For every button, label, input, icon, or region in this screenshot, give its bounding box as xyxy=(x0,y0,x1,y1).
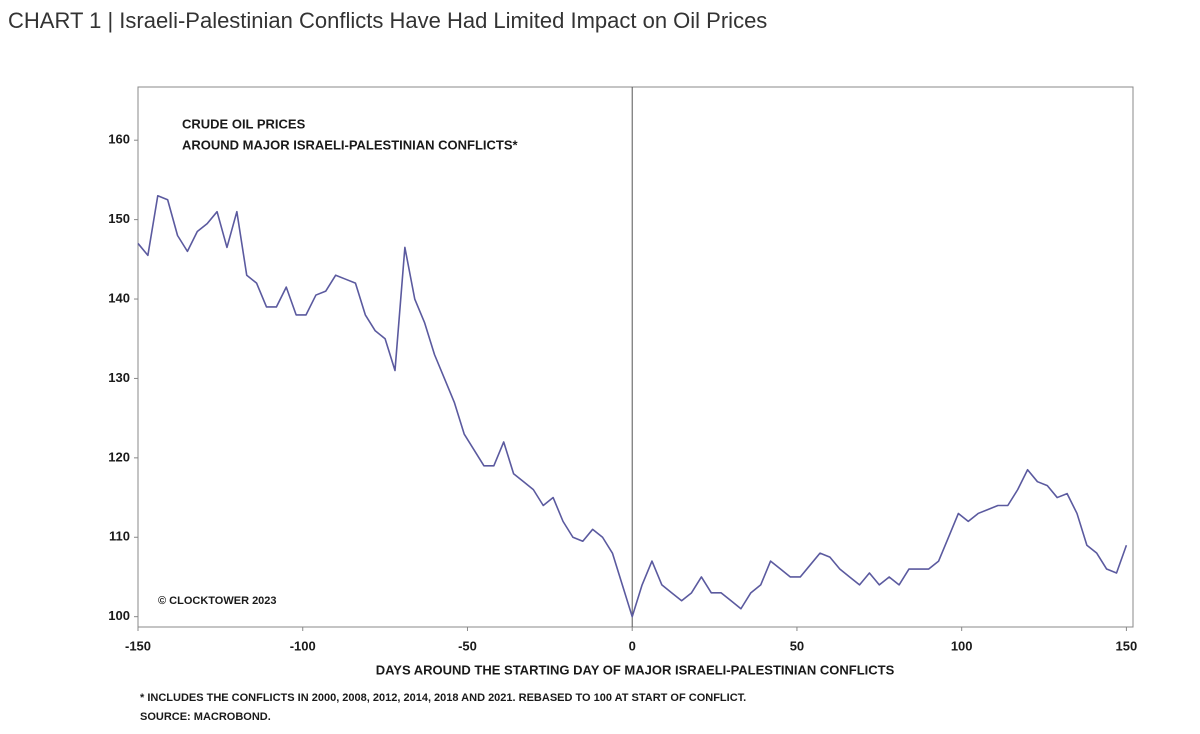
y-tick-label: 160 xyxy=(108,132,130,147)
x-tick-label: 50 xyxy=(790,638,804,653)
annotation: CRUDE OIL PRICES xyxy=(182,116,306,131)
y-tick-label: 140 xyxy=(108,290,130,305)
x-axis-label: DAYS AROUND THE STARTING DAY OF MAJOR IS… xyxy=(376,662,895,677)
y-tick-label: 110 xyxy=(109,529,130,544)
x-tick-label: -50 xyxy=(458,638,477,653)
x-tick-label: 150 xyxy=(1116,638,1138,653)
plot-frame xyxy=(137,86,1134,628)
data-line xyxy=(137,194,1128,618)
x-tick-label: 100 xyxy=(951,638,973,653)
x-tick-label: 0 xyxy=(629,638,636,653)
x-tick-label: -100 xyxy=(290,638,316,653)
y-tick-label: 120 xyxy=(108,449,130,464)
footnote: SOURCE: MACROBOND. xyxy=(140,711,271,723)
x-tick-label: -150 xyxy=(125,638,151,653)
y-tick-label: 130 xyxy=(108,370,130,385)
annotation: AROUND MAJOR ISRAELI-PALESTINIAN CONFLIC… xyxy=(182,137,519,152)
y-tick-label: 100 xyxy=(108,608,130,623)
footnote: * INCLUDES THE CONFLICTS IN 2000, 2008, … xyxy=(140,692,746,704)
chart-title: CHART 1 | Israeli-Palestinian Conflicts … xyxy=(8,8,767,33)
y-tick-label: 150 xyxy=(108,211,130,226)
copyright: © CLOCKTOWER 2023 xyxy=(158,595,277,607)
